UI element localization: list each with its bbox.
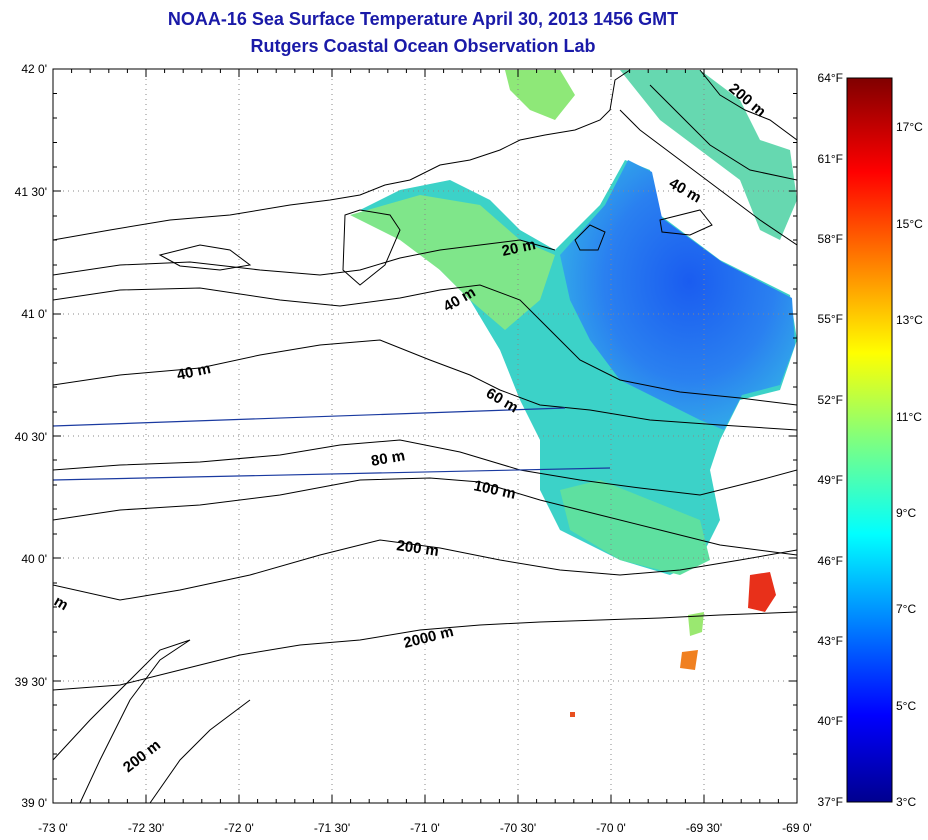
f-label: 46°F bbox=[818, 554, 843, 568]
f-label: 64°F bbox=[818, 71, 843, 85]
f-label: 40°F bbox=[818, 714, 843, 728]
track-lines bbox=[53, 407, 611, 481]
lon-label: -69 30' bbox=[686, 821, 722, 835]
lat-label: 42 0' bbox=[21, 62, 47, 76]
c-label: 7°C bbox=[896, 602, 916, 616]
lon-label: -73 0' bbox=[38, 821, 68, 835]
f-label: 61°F bbox=[818, 152, 843, 166]
f-label: 43°F bbox=[818, 634, 843, 648]
colorbar-celsius-labels: 17°C 15°C 13°C 11°C 9°C 7°C 5°C 3°C bbox=[896, 120, 923, 809]
label-20m: 20 m bbox=[500, 236, 537, 260]
map-title: NOAA-16 Sea Surface Temperature April 30… bbox=[167, 9, 679, 29]
c-label: 11°C bbox=[896, 410, 922, 424]
lon-label: -72 0' bbox=[224, 821, 254, 835]
c-label: 13°C bbox=[896, 313, 923, 327]
c-label: 15°C bbox=[896, 217, 923, 231]
lat-label: 40 30' bbox=[15, 430, 47, 444]
colorbar bbox=[846, 77, 893, 803]
lon-label: -71 0' bbox=[410, 821, 440, 835]
graticule bbox=[53, 69, 797, 803]
lon-label: -72 30' bbox=[128, 821, 164, 835]
latitude-labels: 42 0' 41 30' 41 0' 40 30' 40 0' 39 30' 3… bbox=[15, 62, 47, 810]
colorbar-fahrenheit-labels: 64°F 61°F 58°F 55°F 52°F 49°F 46°F 43°F … bbox=[818, 71, 843, 809]
lat-label: 40 0' bbox=[21, 552, 47, 566]
longitude-labels: -73 0' -72 30' -72 0' -71 30' -71 0' -70… bbox=[38, 821, 812, 835]
f-label: 55°F bbox=[818, 312, 843, 326]
c-label: 3°C bbox=[896, 795, 916, 809]
lon-label: -69 0' bbox=[782, 821, 812, 835]
label-200m-a: 200 m bbox=[395, 537, 439, 560]
c-label: 17°C bbox=[896, 120, 923, 134]
isobaths bbox=[53, 84, 797, 803]
c-label: 5°C bbox=[896, 699, 916, 713]
coastline bbox=[53, 69, 797, 286]
f-label: 58°F bbox=[818, 232, 843, 246]
lat-label: 41 30' bbox=[15, 185, 47, 199]
tick-marks bbox=[52, 68, 798, 804]
lat-label: 41 0' bbox=[21, 307, 47, 321]
sst-coverage bbox=[350, 70, 797, 717]
lon-label: -70 0' bbox=[596, 821, 626, 835]
c-label: 9°C bbox=[896, 506, 916, 520]
label-40m-b: 40 m bbox=[175, 360, 212, 384]
lat-label: 39 0' bbox=[21, 796, 47, 810]
lat-label: 39 30' bbox=[15, 675, 47, 689]
f-label: 49°F bbox=[818, 473, 843, 487]
f-label: 52°F bbox=[818, 393, 843, 407]
label-80m: 80 m bbox=[370, 447, 407, 470]
f-label: 37°F bbox=[818, 795, 843, 809]
lon-label: -71 30' bbox=[314, 821, 350, 835]
map-subtitle: Rutgers Coastal Ocean Observation Lab bbox=[250, 36, 596, 56]
lon-label: -70 30' bbox=[500, 821, 536, 835]
